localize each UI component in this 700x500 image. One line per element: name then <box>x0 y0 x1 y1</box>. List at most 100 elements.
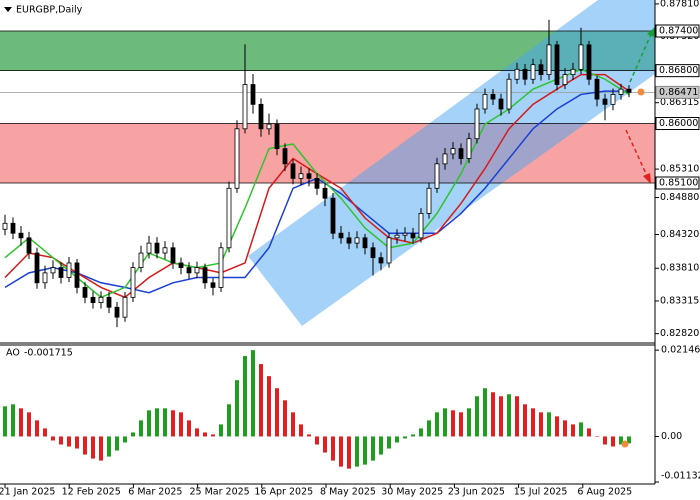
level-box <box>655 24 700 38</box>
ao-bar <box>123 436 127 443</box>
level-box <box>655 176 700 190</box>
candle-body <box>418 212 424 239</box>
ao-bar <box>43 428 47 437</box>
candle-body <box>378 257 384 264</box>
candle-body <box>250 84 256 105</box>
ao-bar <box>547 412 551 437</box>
ao-bar <box>579 422 583 437</box>
price-label: 0.86471 <box>659 87 698 98</box>
ao-bar <box>499 396 503 437</box>
candle-body <box>506 78 512 110</box>
candle-body <box>282 148 288 165</box>
level-label: 0.85100 <box>659 177 698 188</box>
candle-body <box>314 177 320 189</box>
ao-bar <box>187 420 191 437</box>
candle-body <box>226 187 232 249</box>
up-arrow <box>629 31 653 83</box>
ao-bar <box>91 436 95 459</box>
candle-body <box>570 68 576 76</box>
candle-body <box>42 272 48 284</box>
ao-bar <box>483 388 487 437</box>
ao-bar <box>171 410 175 437</box>
candle-body <box>154 242 160 254</box>
candle-body <box>122 296 128 318</box>
candle-body <box>330 197 336 234</box>
x-tick-label: 12 Feb 2025 <box>62 487 121 498</box>
candle-body <box>130 267 136 298</box>
level-box <box>655 117 700 131</box>
candle-body <box>162 247 168 254</box>
candle-body <box>578 44 584 70</box>
ao-bar <box>179 412 183 437</box>
level-label: 0.86000 <box>659 118 698 129</box>
ao-bar <box>259 364 263 437</box>
x-tick-label: 6 Mar 2025 <box>128 487 182 498</box>
x-tick-label: 8 May 2025 <box>320 487 376 498</box>
candle-body <box>586 44 592 80</box>
ao-bar <box>491 392 495 437</box>
ao-bar <box>403 436 407 439</box>
candle-body <box>338 232 344 239</box>
candle-body <box>562 74 568 85</box>
ao-bar <box>67 436 71 447</box>
ao-bar <box>347 436 351 469</box>
ao-bar <box>11 404 15 437</box>
level-label: 0.86800 <box>659 65 698 76</box>
ao-bar <box>211 434 215 437</box>
ao-bar <box>155 408 159 437</box>
candle-body <box>258 103 264 130</box>
candle-body <box>482 94 488 110</box>
candle-body <box>82 287 88 298</box>
x-tick-label: 6 Aug 2025 <box>577 487 632 498</box>
y-tick-label: 0.87810 <box>660 0 699 9</box>
candle-body <box>610 94 616 105</box>
candle-body <box>514 68 520 80</box>
ao-bar <box>243 356 247 437</box>
candle-body <box>194 267 200 274</box>
ao-value: -0.001715 <box>24 348 73 359</box>
y-tick-label: 0.86315 <box>660 97 699 108</box>
ao-bar <box>307 434 311 437</box>
candle-body <box>490 94 496 100</box>
candle-body <box>290 163 296 179</box>
candle-body <box>18 232 24 239</box>
candle-body <box>74 262 80 288</box>
ao-bar <box>3 406 7 437</box>
ao-bar <box>107 436 111 457</box>
candle-body <box>538 64 544 76</box>
y-tick-label: 0.83810 <box>660 263 699 274</box>
candle-body <box>66 262 72 278</box>
candle-body <box>458 148 464 159</box>
candle-body <box>186 267 192 274</box>
ao-bar <box>315 436 319 445</box>
candle-body <box>202 267 208 284</box>
candle-body <box>362 237 368 249</box>
ao-bar <box>475 396 479 437</box>
ao-bar <box>595 436 599 437</box>
x-tick-label: 23 Jun 2025 <box>448 487 505 498</box>
ao-bar <box>507 394 511 437</box>
x-tick-label: 16 Apr 2025 <box>254 487 313 498</box>
candle-body <box>90 296 96 304</box>
ao-bar <box>291 412 295 437</box>
candle-body <box>178 262 184 268</box>
ao-bar <box>563 420 567 437</box>
ao-bar <box>299 424 303 437</box>
ao-bar <box>147 410 151 437</box>
levels <box>0 30 655 184</box>
ao-bar <box>451 410 455 437</box>
ao-bar <box>131 432 135 437</box>
candle-body <box>138 252 144 268</box>
candle-body <box>10 222 16 234</box>
chart-title: EURGBP,Daily <box>16 5 83 16</box>
price-marker <box>637 88 645 96</box>
ao-bar <box>467 408 471 437</box>
ao-marker <box>621 440 629 448</box>
ao-bar <box>35 420 39 437</box>
candle-body <box>554 44 560 85</box>
candle-body <box>266 123 272 130</box>
x-tick-label: 30 May 2025 <box>381 487 443 498</box>
candle-body <box>442 153 448 165</box>
x-tick-label: 25 Mar 2025 <box>189 487 249 498</box>
